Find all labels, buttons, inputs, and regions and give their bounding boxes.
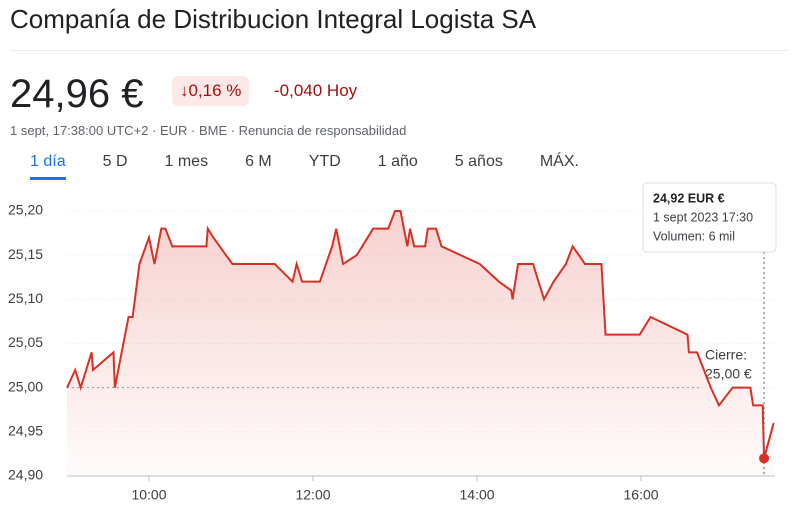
previous-close-label: 25,00 € [705,365,752,381]
x-tick-label: 14:00 [460,487,495,503]
previous-close-label: Cierre: [705,346,747,362]
x-tick-label: 16:00 [624,487,659,503]
range-tab[interactable]: 5 D [102,153,128,170]
y-tick-label: 24,95 [8,423,43,439]
x-tick-label: 12:00 [295,487,330,503]
change-pct: 0,16 % [188,81,242,100]
area [67,211,774,476]
range-tab[interactable]: 5 años [454,153,503,170]
y-tick-label: 25,15 [8,246,43,262]
range-tabs: 1 día 5 D 1 mes 6 M YTD 1 año 5 años MÁX. [30,153,616,180]
range-tab[interactable]: MÁX. [539,153,579,170]
change-abs: -0,040 Hoy [274,81,358,100]
y-tick-label: 25,20 [8,202,43,218]
meta: 1 sept, 17:38:00 UTC+2 · EUR · BME · Ren… [10,123,407,138]
divider [10,50,788,51]
range-tab[interactable]: 1 día [30,153,66,180]
range-tab[interactable]: YTD [308,153,341,170]
range-tab[interactable]: 1 año [377,153,418,170]
y-tick-label: 25,10 [8,290,43,306]
y-tick-label: 24,90 [8,467,43,483]
change-badge: ↓0,16 % [172,76,250,106]
price: 24,96 € [10,72,144,116]
tooltip-line: Volumen: 6 mil [653,229,735,243]
tooltip-line: 24,92 EUR € [653,191,725,205]
x-tick-label: 10:00 [131,487,166,503]
hover-dot [759,453,770,464]
tooltip-line: 1 sept 2023 17:30 [653,210,753,224]
tooltip-box [642,182,777,253]
title: Companía de Distribucion Integral Logist… [10,4,537,34]
range-tab[interactable]: 1 mes [164,153,209,170]
y-tick-label: 25,00 [8,378,43,394]
y-tick-label: 25,05 [8,334,43,350]
price-line [66,210,775,459]
range-tab[interactable]: 6 M [245,153,272,170]
